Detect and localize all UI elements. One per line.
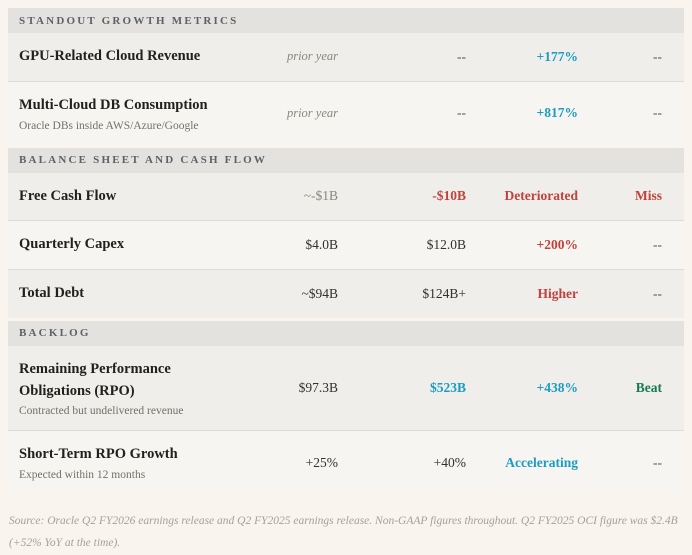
section-header: BACKLOG <box>8 320 684 346</box>
table-row: Free Cash Flow ~-$1B -$10B Deteriorated … <box>8 172 684 221</box>
source-note: Source: Oracle Q2 FY2026 earnings releas… <box>9 515 678 550</box>
value-cell: +25% <box>305 454 338 470</box>
metric-title: GPU-Related Cloud Revenue <box>19 48 201 64</box>
value-cell: +438% <box>536 380 578 395</box>
table-row: Multi-Cloud DB Consumption Oracle DBs in… <box>8 80 684 145</box>
table-row: Total Debt ~$94B $124B+ Higher -- <box>8 269 684 318</box>
section-balance-sheet-and-cash-flow: BALANCE SHEET AND CASH FLOW Free Cash Fl… <box>8 147 684 318</box>
value-cell: -$10B <box>432 188 466 204</box>
metric-cell: Remaining Performance Obligations (RPO) … <box>8 359 248 418</box>
value-cell: ~-$1B <box>303 188 338 204</box>
value-cell: Beat <box>635 380 662 395</box>
section-header: STANDOUT GROWTH METRICS <box>8 8 684 33</box>
value-cell: -- <box>653 285 662 301</box>
metric-subtitle: Contracted but undelivered revenue <box>19 405 184 418</box>
value-cell: -- <box>653 48 662 64</box>
section-title: BALANCE SHEET AND CASH FLOW <box>19 154 268 166</box>
section-backlog: BACKLOG Remaining Performance Obligation… <box>8 320 684 494</box>
section-standout-growth-metrics: STANDOUT GROWTH METRICS GPU-Related Clou… <box>8 8 684 145</box>
metric-subtitle: Expected within 12 months <box>19 469 146 481</box>
metric-cell: GPU-Related Cloud Revenue <box>8 46 248 68</box>
value-cell: $124B+ <box>422 285 466 301</box>
metric-title: Short-Term RPO Growth <box>19 446 178 463</box>
metrics-table: STANDOUT GROWTH METRICS GPU-Related Clou… <box>8 8 684 494</box>
metric-title: Remaining Performance Obligations (RPO) <box>19 360 171 399</box>
table-row: GPU-Related Cloud Revenue prior year -- … <box>8 33 684 81</box>
value-cell: $523B <box>429 380 466 395</box>
metric-subtitle: Oracle DBs inside AWS/Azure/Google <box>19 119 199 132</box>
value-cell: Higher <box>537 285 579 301</box>
metric-cell: Quarterly Capex <box>8 234 248 256</box>
value-cell: +817% <box>536 105 578 121</box>
value-cell: -- <box>653 454 662 470</box>
value-cell: +177% <box>536 48 578 64</box>
value-cell: $12.0B <box>426 237 466 253</box>
value-cell: Miss <box>635 188 662 204</box>
metric-cell: Short-Term RPO Growth Expected within 12… <box>8 444 248 481</box>
value-cell: $4.0B <box>305 237 338 253</box>
table-row: Quarterly Capex $4.0B $12.0B +200% -- <box>8 220 684 269</box>
value-cell: -- <box>457 48 466 64</box>
section-header: BALANCE SHEET AND CASH FLOW <box>8 147 684 173</box>
section-title: BACKLOG <box>19 327 91 340</box>
metric-title: Free Cash Flow <box>19 187 117 204</box>
table-row: Remaining Performance Obligations (RPO) … <box>8 345 684 431</box>
value-cell: -- <box>457 105 466 121</box>
metric-cell: Total Debt <box>8 283 248 305</box>
value-cell: Deteriorated <box>504 188 578 204</box>
metric-title: Multi-Cloud DB Consumption <box>19 96 208 113</box>
value-cell: +40% <box>433 454 466 470</box>
table-row: Short-Term RPO Growth Expected within 12… <box>8 430 684 494</box>
value-cell: prior year <box>286 105 338 120</box>
value-cell: prior year <box>286 49 338 64</box>
value-cell: $97.3B <box>298 380 338 395</box>
value-cell: Accelerating <box>505 454 578 470</box>
metric-title: Total Debt <box>19 285 85 301</box>
value-cell: -- <box>653 237 662 253</box>
value-cell: +200% <box>536 237 578 253</box>
metric-cell: Multi-Cloud DB Consumption Oracle DBs in… <box>8 95 248 132</box>
value-cell: -- <box>653 105 662 121</box>
section-title: STANDOUT GROWTH METRICS <box>19 14 239 27</box>
value-cell: ~$94B <box>301 285 338 301</box>
metric-title: Quarterly Capex <box>19 236 125 253</box>
metric-cell: Free Cash Flow <box>8 186 248 208</box>
